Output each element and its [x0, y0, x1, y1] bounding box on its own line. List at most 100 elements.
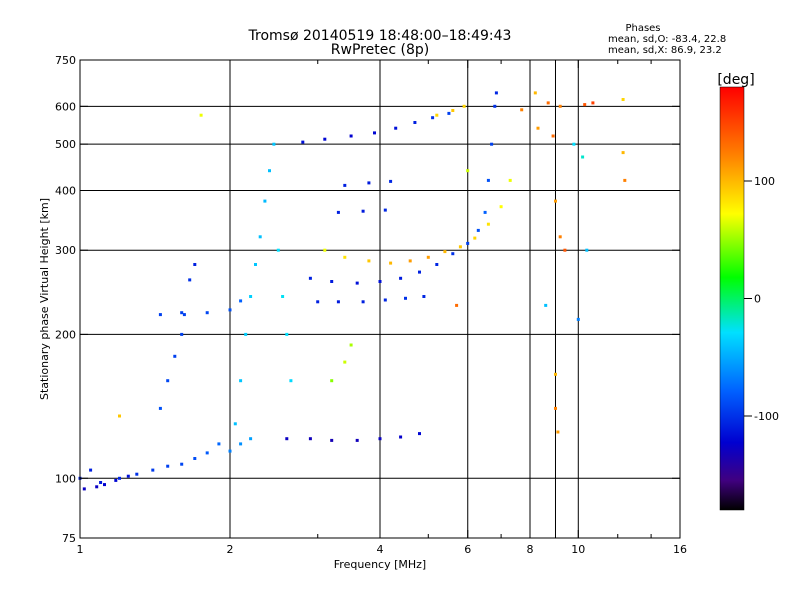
data-point-F2-lower	[422, 295, 426, 298]
data-point-F1-flat	[228, 308, 232, 312]
data-point-E2-dash	[418, 432, 421, 436]
data-point-F2-lower	[404, 296, 407, 300]
data-point-upper-O	[431, 116, 435, 120]
x-tick-label: 16	[673, 543, 687, 556]
data-point-low-E	[205, 451, 209, 455]
data-point-F2-O	[399, 276, 403, 280]
data-point-E2-dash	[308, 437, 312, 441]
data-point-cyan-spread	[244, 332, 248, 336]
data-point-F2-X	[426, 255, 430, 259]
data-point-mid-dashes	[361, 209, 365, 213]
y-tick-label: 750	[55, 54, 76, 67]
data-point-F2-lower	[361, 300, 365, 304]
data-point-cyan-spread	[239, 379, 243, 383]
data-point-faint-extra	[466, 169, 470, 173]
data-point-F1-flat	[180, 311, 184, 315]
y-tick-label: 100	[55, 472, 76, 485]
data-point-E2-dash	[378, 437, 382, 441]
data-point-F2-X	[486, 222, 490, 226]
data-point-F2-X	[508, 178, 512, 182]
chart-subtitle: RwPretec (8p)	[331, 42, 429, 58]
data-point-F2-O	[418, 270, 421, 274]
data-point-low-stack	[182, 313, 186, 317]
data-point-F2-X	[367, 259, 371, 263]
x-axis-label: Frequency [MHz]	[334, 558, 426, 571]
data-point-scatter-high	[554, 199, 557, 203]
data-point-F2-X	[408, 259, 412, 263]
data-point-scatter-high	[621, 151, 625, 155]
data-point-faint-extra	[349, 343, 353, 347]
data-point-scatter-high	[558, 235, 562, 239]
data-point-scatter-high	[554, 372, 557, 376]
x-tick-label: 4	[377, 543, 384, 556]
colorbar-tick-label: 100	[754, 175, 775, 188]
x-tick-label: 2	[227, 543, 234, 556]
data-point-mid-dashes	[383, 208, 387, 212]
data-points	[78, 91, 627, 491]
chart-title: Tromsø 20140519 18:48:00–18:49:43	[248, 28, 512, 44]
phases-title: Phases	[625, 23, 660, 34]
data-point-low-E	[217, 442, 221, 446]
data-point-faint-extra	[330, 379, 334, 383]
data-point-low-E	[89, 468, 93, 472]
data-point-upper-O	[323, 137, 327, 141]
data-point-upper-O	[301, 140, 305, 144]
data-point-cyan-spread	[285, 332, 289, 336]
data-point-faint-extra	[199, 113, 203, 117]
data-point-cyan-spread	[249, 295, 253, 298]
data-point-low-E	[239, 442, 243, 446]
data-point-scatter-high	[554, 406, 557, 410]
x-tick-label: 10	[571, 543, 585, 556]
data-point-low-stack	[173, 354, 177, 358]
data-point-E2-dash	[399, 435, 403, 439]
data-point-scatter-high	[576, 317, 580, 321]
data-point-F2-O	[435, 263, 439, 266]
data-point-upper-O	[349, 134, 353, 138]
data-point-scatter-high	[583, 103, 587, 107]
phases-x-stats: mean, sd,X: 86.9, 23.2	[608, 45, 722, 56]
data-point-F2-O	[378, 280, 382, 283]
data-point-low-E-spread	[103, 483, 106, 487]
data-point-F2-X	[389, 261, 393, 265]
data-point-F2-lower	[316, 300, 320, 304]
colorbar-tick-label: 0	[754, 293, 761, 306]
data-point-F1-flat	[205, 311, 209, 315]
data-point-F2-lower	[383, 298, 387, 302]
data-point-low-E-spread	[82, 487, 86, 491]
data-point-F2-X	[443, 250, 447, 254]
data-point-F2-O	[486, 178, 490, 182]
data-point-scatter-high	[558, 104, 562, 108]
data-point-mid-dashes	[367, 181, 371, 185]
data-point-E2-dash	[285, 437, 289, 441]
data-point-F2-O	[466, 241, 470, 245]
colorbar-ticks: 100 0 -100	[744, 175, 779, 423]
phases-o-stats: mean, sd,O: -83.4, 22.8	[608, 34, 726, 45]
data-point-E2-dash	[355, 438, 359, 442]
data-point-F2-O	[494, 91, 498, 95]
data-point-scatter-high	[563, 248, 567, 252]
data-point-low-E	[180, 462, 184, 466]
data-point-F2-O	[490, 142, 494, 146]
data-point-F1-flat	[239, 299, 243, 303]
data-point-scatter-high	[533, 91, 537, 95]
data-point-low-E-spread	[126, 474, 130, 478]
x-tick-label: 8	[527, 543, 534, 556]
y-tick-label: 75	[62, 532, 76, 545]
data-point-faint-extra	[455, 303, 459, 307]
y-tick-label: 200	[55, 328, 76, 341]
data-point-cyan-spread	[289, 379, 293, 383]
data-point-cyan-spread	[268, 169, 271, 173]
data-point-cyan-spread	[258, 235, 262, 239]
data-point-scatter-high	[546, 101, 550, 105]
data-point-F2-O	[483, 210, 487, 214]
data-point-low-stack	[193, 263, 197, 266]
data-point-low-E	[135, 472, 139, 476]
data-point-upper-X	[451, 109, 455, 112]
data-point-F2-X	[458, 245, 462, 249]
data-point-F2-X	[323, 248, 327, 252]
data-point-F2-lower	[336, 300, 340, 304]
y-tick-label: 300	[55, 244, 76, 257]
data-point-low-E	[118, 476, 121, 480]
data-point-low-E	[166, 464, 170, 468]
